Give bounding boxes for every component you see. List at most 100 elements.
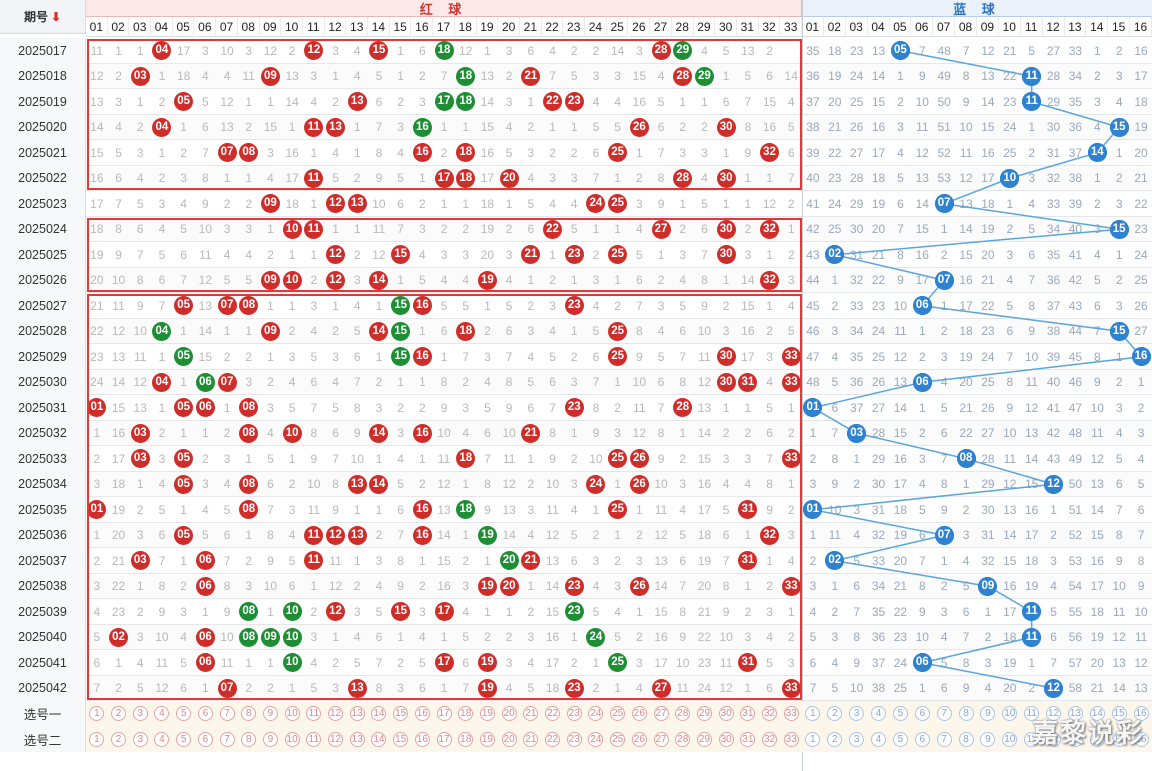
blue-pick-cell[interactable]: 8 <box>955 701 977 727</box>
red-pick-ball[interactable]: 28 <box>675 706 691 722</box>
red-pick-cell[interactable]: 18 <box>455 701 477 727</box>
red-pick-cell[interactable]: 30 <box>715 701 737 727</box>
blue-pick-cell[interactable]: 7 <box>933 701 955 727</box>
blue-pick-cell[interactable]: 11 <box>1021 701 1043 727</box>
red-pick-ball[interactable]: 22 <box>545 706 561 722</box>
red-pick-ball[interactable]: 27 <box>653 706 669 722</box>
red-pick-cell[interactable]: 17 <box>433 727 455 753</box>
blue-pick-ball[interactable]: 14 <box>1089 731 1105 747</box>
red-pick-ball[interactable]: 15 <box>393 706 409 722</box>
red-pick-ball[interactable]: 3 <box>132 731 148 747</box>
red-pick-ball[interactable]: 32 <box>762 706 778 722</box>
red-pick-cell[interactable]: 28 <box>672 727 694 753</box>
red-pick-cell[interactable]: 31 <box>737 701 759 727</box>
red-pick-ball[interactable]: 28 <box>675 731 691 747</box>
red-pick-cell[interactable]: 12 <box>325 701 347 727</box>
red-pick-ball[interactable]: 13 <box>349 731 365 747</box>
red-pick-cell[interactable]: 24 <box>585 701 607 727</box>
red-pick-ball[interactable]: 19 <box>479 731 495 747</box>
blue-pick-ball[interactable]: 9 <box>980 731 996 747</box>
red-pick-cell[interactable]: 22 <box>542 701 564 727</box>
blue-pick-ball[interactable]: 6 <box>914 731 930 747</box>
red-pick-cell[interactable]: 33 <box>780 701 802 727</box>
blue-pick-cell[interactable]: 2 <box>824 727 846 753</box>
blue-pick-ball[interactable]: 9 <box>980 706 996 722</box>
red-pick-cell[interactable]: 5 <box>173 701 195 727</box>
red-pick-cell[interactable]: 2 <box>108 701 130 727</box>
blue-pick-cell[interactable]: 13 <box>1065 701 1087 727</box>
red-pick-cell[interactable]: 14 <box>368 701 390 727</box>
red-pick-ball[interactable]: 17 <box>436 706 452 722</box>
red-pick-cell[interactable]: 6 <box>195 701 217 727</box>
blue-pick-ball[interactable]: 16 <box>1133 706 1149 722</box>
red-pick-cell[interactable]: 21 <box>520 727 542 753</box>
blue-pick-ball[interactable]: 4 <box>871 731 887 747</box>
red-pick-ball[interactable]: 2 <box>111 706 127 722</box>
sort-down-icon[interactable]: ⬇ <box>50 9 62 24</box>
blue-pick-ball[interactable]: 1 <box>805 706 821 722</box>
red-pick-cell[interactable]: 31 <box>737 727 759 753</box>
red-pick-ball[interactable]: 19 <box>479 706 495 722</box>
red-pick-cell[interactable]: 2 <box>108 727 130 753</box>
blue-pick-ball[interactable]: 13 <box>1067 731 1083 747</box>
red-pick-ball[interactable]: 22 <box>545 731 561 747</box>
blue-pick-cell[interactable]: 15 <box>1108 727 1130 753</box>
red-pick-cell[interactable]: 1 <box>86 701 108 727</box>
red-pick-ball[interactable]: 24 <box>588 731 604 747</box>
blue-pick-ball[interactable]: 12 <box>1046 731 1062 747</box>
red-pick-cell[interactable]: 26 <box>629 727 651 753</box>
red-pick-cell[interactable]: 10 <box>281 727 303 753</box>
red-pick-cell[interactable]: 4 <box>151 701 173 727</box>
red-pick-cell[interactable]: 27 <box>650 701 672 727</box>
red-pick-ball[interactable]: 6 <box>197 706 213 722</box>
red-pick-cell[interactable]: 27 <box>650 727 672 753</box>
red-pick-ball[interactable]: 31 <box>740 731 756 747</box>
red-pick-ball[interactable]: 33 <box>783 706 799 722</box>
red-pick-ball[interactable]: 24 <box>588 706 604 722</box>
blue-pick-ball[interactable]: 2 <box>827 706 843 722</box>
red-pick-ball[interactable]: 25 <box>610 706 626 722</box>
red-pick-cell[interactable]: 32 <box>759 727 781 753</box>
red-pick-ball[interactable]: 1 <box>89 731 105 747</box>
blue-pick-cell[interactable]: 10 <box>999 701 1021 727</box>
red-pick-ball[interactable]: 20 <box>501 731 517 747</box>
red-pick-ball[interactable]: 26 <box>631 731 647 747</box>
blue-pick-ball[interactable]: 15 <box>1111 731 1127 747</box>
red-pick-cell[interactable]: 20 <box>498 701 520 727</box>
red-pick-cell[interactable]: 19 <box>477 727 499 753</box>
blue-pick-ball[interactable]: 1 <box>805 731 821 747</box>
red-pick-cell[interactable]: 26 <box>629 701 651 727</box>
blue-pick-cell[interactable]: 5 <box>890 727 912 753</box>
red-pick-ball[interactable]: 17 <box>436 731 452 747</box>
blue-pick-cell[interactable]: 5 <box>890 701 912 727</box>
blue-pick-ball[interactable]: 2 <box>827 731 843 747</box>
red-pick-cell[interactable]: 8 <box>238 701 260 727</box>
red-pick-cell[interactable]: 32 <box>759 701 781 727</box>
red-pick-cell[interactable]: 15 <box>390 701 412 727</box>
blue-pick-cell[interactable]: 14 <box>1086 727 1108 753</box>
red-pick-ball[interactable]: 10 <box>284 706 300 722</box>
red-pick-ball[interactable]: 18 <box>458 706 474 722</box>
red-pick-ball[interactable]: 21 <box>523 706 539 722</box>
red-pick-cell[interactable]: 20 <box>498 727 520 753</box>
red-pick-ball[interactable]: 25 <box>610 731 626 747</box>
blue-pick-cell[interactable]: 2 <box>824 701 846 727</box>
blue-pick-cell[interactable]: 3 <box>846 701 868 727</box>
red-pick-cell[interactable]: 8 <box>238 727 260 753</box>
red-pick-ball[interactable]: 11 <box>306 706 322 722</box>
red-pick-cell[interactable]: 14 <box>368 727 390 753</box>
red-pick-ball[interactable]: 30 <box>718 731 734 747</box>
red-pick-cell[interactable]: 18 <box>455 727 477 753</box>
blue-pick-cell[interactable]: 11 <box>1021 727 1043 753</box>
blue-pick-cell[interactable]: 4 <box>868 727 890 753</box>
red-pick-ball[interactable]: 6 <box>197 731 213 747</box>
blue-pick-ball[interactable]: 16 <box>1133 731 1149 747</box>
red-pick-ball[interactable]: 9 <box>262 706 278 722</box>
red-pick-ball[interactable]: 2 <box>111 731 127 747</box>
red-pick-ball[interactable]: 30 <box>718 706 734 722</box>
red-pick-ball[interactable]: 8 <box>241 731 257 747</box>
red-pick-cell[interactable]: 7 <box>216 701 238 727</box>
blue-pick-ball[interactable]: 11 <box>1024 706 1040 722</box>
red-pick-cell[interactable]: 13 <box>346 727 368 753</box>
blue-pick-ball[interactable]: 7 <box>936 731 952 747</box>
